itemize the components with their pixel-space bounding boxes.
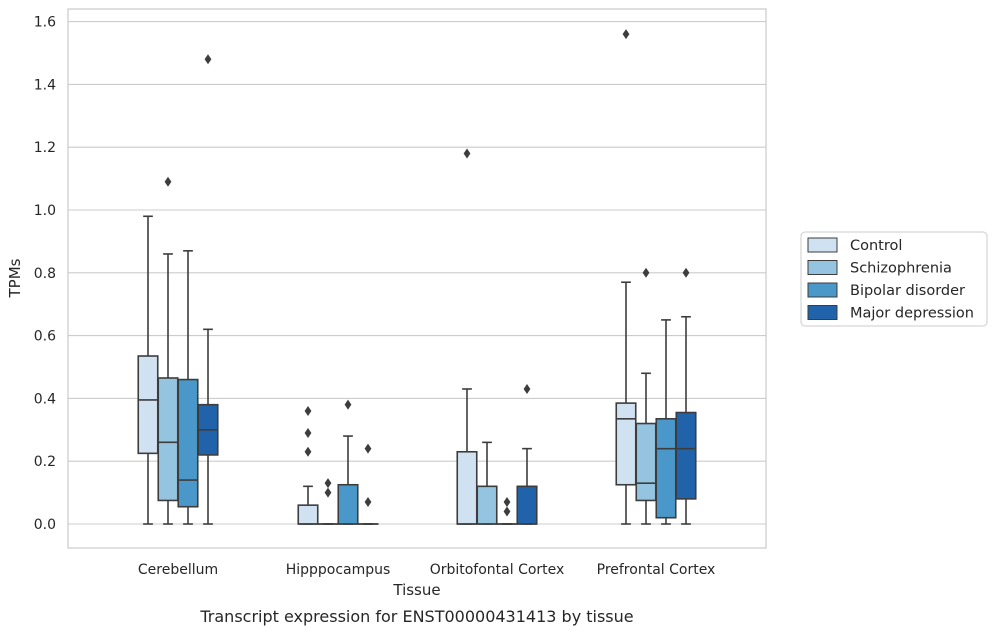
outlier-point xyxy=(682,267,690,278)
outlier-point xyxy=(642,267,650,278)
y-tick-label: 0.6 xyxy=(34,329,56,345)
box-1-2 xyxy=(337,399,359,525)
legend-swatch xyxy=(807,282,838,298)
outlier-point xyxy=(304,405,312,416)
box-3-0 xyxy=(615,29,637,525)
outlier-point xyxy=(364,443,372,454)
iqr-box xyxy=(476,485,498,525)
y-tick-label: 1.2 xyxy=(34,140,56,156)
iqr-box xyxy=(516,485,538,525)
box-2-2 xyxy=(496,497,518,525)
outlier-point xyxy=(364,497,372,508)
box-2-3 xyxy=(516,383,538,525)
box-0-2 xyxy=(177,250,199,525)
box-3-1 xyxy=(635,267,657,525)
box-3-2 xyxy=(655,319,677,525)
plot-frame xyxy=(67,8,767,549)
box-0-1 xyxy=(157,176,179,525)
iqr-box xyxy=(337,483,359,525)
y-tick-label: 1.4 xyxy=(34,77,56,93)
iqr-box xyxy=(177,378,199,508)
iqr-box xyxy=(137,355,159,455)
x-tick-label: Cerebellum xyxy=(138,562,218,578)
x-axis-title: Tissue xyxy=(392,581,440,599)
box-3-3 xyxy=(675,267,697,525)
legend-frame xyxy=(800,231,988,327)
iqr-box xyxy=(655,418,677,519)
box-1-0 xyxy=(297,405,319,525)
legend-label: Bipolar disorder xyxy=(850,283,965,299)
legend: Control Schizophrenia Bipolar disorder Majo… xyxy=(800,231,988,327)
iqr-box xyxy=(157,377,179,502)
x-tick-label: Orbitofontal Cortex xyxy=(430,562,565,578)
box-2-1 xyxy=(476,441,498,525)
box-0-3 xyxy=(197,54,219,525)
outlier-point xyxy=(324,487,332,498)
box-0-0 xyxy=(137,215,159,525)
legend-swatch xyxy=(807,260,838,275)
outlier-point xyxy=(304,446,312,457)
legend-swatch xyxy=(807,305,838,320)
outlier-point xyxy=(204,54,212,65)
outlier-point xyxy=(622,29,630,40)
box-1-1 xyxy=(317,478,339,525)
y-tick-label: 0.4 xyxy=(34,391,56,407)
outlier-point xyxy=(503,506,511,517)
y-tick-label: 0.2 xyxy=(34,454,56,470)
outlier-point xyxy=(523,383,531,394)
box-2-0 xyxy=(456,148,478,525)
outlier-point xyxy=(503,497,511,508)
outlier-point xyxy=(344,399,352,410)
outlier-point xyxy=(304,427,312,438)
chart-caption: Transcript expression for ENST0000043141… xyxy=(199,607,633,626)
y-tick-labels: 0.0 0.2 0.4 0.6 0.8 1.0 1.2 1.4 1.6 xyxy=(34,15,56,533)
legend-label: Control xyxy=(850,238,902,254)
outlier-point xyxy=(324,478,332,489)
legend-label: Major depression xyxy=(850,306,974,322)
iqr-box xyxy=(635,422,657,502)
iqr-box xyxy=(297,504,319,525)
x-tick-labels: Cerebellum Hipppocampus Orbitofontal Corte… xyxy=(138,562,715,578)
legend-label: Schizophrenia xyxy=(850,261,952,277)
x-tick-label: Prefrontal Cortex xyxy=(597,562,716,578)
box-1-3 xyxy=(357,443,379,525)
y-axis-title: TPMs xyxy=(6,258,24,298)
y-tick-label: 1.6 xyxy=(34,15,56,31)
y-tick-label: 1.0 xyxy=(34,203,56,219)
y-tick-label: 0.8 xyxy=(34,266,56,282)
outlier-point xyxy=(463,148,471,159)
iqr-box xyxy=(456,450,478,525)
x-tick-label: Hipppocampus xyxy=(286,562,391,578)
iqr-box xyxy=(615,402,637,486)
iqr-box xyxy=(675,411,697,500)
y-tick-label: 0.0 xyxy=(34,517,56,533)
boxes xyxy=(137,29,697,525)
outlier-point xyxy=(164,176,172,187)
legend-swatch xyxy=(807,237,838,253)
